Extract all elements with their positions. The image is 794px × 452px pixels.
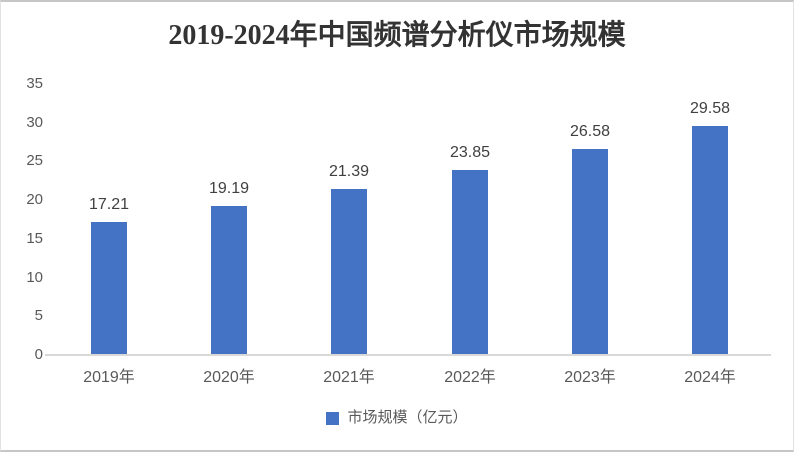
x-tick-label: 2019年 xyxy=(83,369,135,386)
chart-title: 2019-2024年中国频谱分析仪市场规模 xyxy=(168,20,626,51)
y-tick-label: 20 xyxy=(26,191,43,208)
x-tick-label: 2020年 xyxy=(203,369,255,386)
x-tick-label: 2024年 xyxy=(684,369,736,386)
bar xyxy=(91,222,127,355)
y-tick-label: 5 xyxy=(34,307,43,325)
bar-value-label: 26.58 xyxy=(569,123,611,140)
bar xyxy=(572,149,608,355)
x-tick-label: 2021年 xyxy=(323,369,375,386)
y-tick-label: 0 xyxy=(34,346,43,363)
legend: 市场规模（亿元） xyxy=(1,408,793,428)
x-tick-label: 2023年 xyxy=(564,369,616,386)
y-tick-label: 25 xyxy=(26,152,43,170)
bar xyxy=(692,126,728,355)
y-tick-label: 10 xyxy=(26,268,43,286)
bar xyxy=(452,170,488,355)
bar-value-label: 23.85 xyxy=(449,144,491,161)
legend-swatch-icon xyxy=(326,412,340,425)
legend-label: 市场规模（亿元） xyxy=(347,409,468,426)
bar-value-label: 19.19 xyxy=(208,180,250,197)
bar-value-label: 17.21 xyxy=(88,196,130,213)
y-tick-label: 30 xyxy=(26,113,43,131)
y-tick-label: 15 xyxy=(26,229,43,247)
bar-value-label: 29.58 xyxy=(689,100,731,117)
x-axis-line xyxy=(45,354,771,356)
y-tick-label: 35 xyxy=(26,74,43,92)
bar xyxy=(331,189,367,355)
bar-value-label: 21.39 xyxy=(328,163,370,180)
bar xyxy=(211,206,247,355)
x-tick-label: 2022年 xyxy=(444,369,496,386)
